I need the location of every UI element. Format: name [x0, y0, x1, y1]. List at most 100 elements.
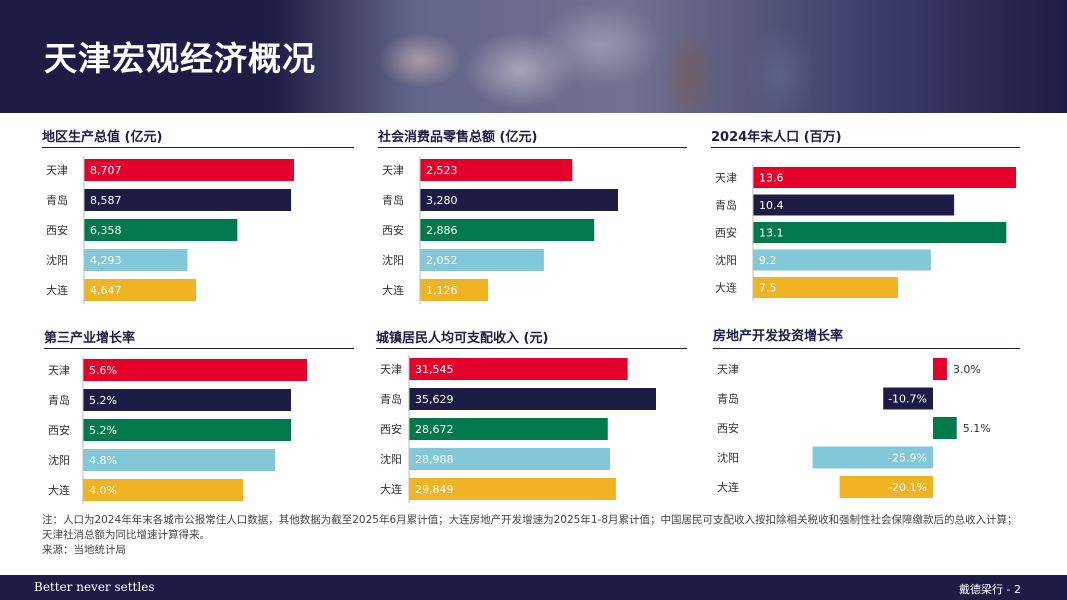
category-label: 西安 — [382, 223, 404, 237]
bar — [420, 249, 544, 271]
page-title: 天津宏观经济概况 — [44, 39, 316, 78]
category-label: 天津 — [717, 363, 739, 376]
data-label: 5.6% — [89, 364, 117, 377]
category-label: 青岛 — [380, 392, 402, 406]
bar — [84, 279, 197, 301]
chart-title: 房地产开发投资增长率 — [713, 329, 844, 344]
bar — [812, 446, 933, 469]
footnotes: 注：人口为2024年年末各城市公报常住人口数据，其他数据为截至2025年6月累计… — [42, 513, 1022, 558]
footer-bar: Better never settles 戴德梁行 - 2 — [0, 575, 1067, 600]
retail-sales-chart: 社会消费品零售总额 (亿元) 天津 2,523 青岛 3,280 西安 2,886 沈阳 2,… — [378, 126, 687, 306]
category-label: 青岛 — [48, 393, 70, 407]
category-label: 西安 — [46, 223, 68, 237]
bar — [839, 476, 933, 498]
footer-tagline: Better never settles — [34, 580, 155, 594]
data-label: 28,672 — [415, 423, 454, 436]
bar — [420, 159, 573, 181]
data-label: -20.1% — [888, 481, 927, 494]
data-label: 4,293 — [90, 254, 122, 267]
bar — [409, 418, 608, 440]
bar — [753, 277, 899, 298]
footnote-text: 注：人口为2024年年末各城市公报常住人口数据，其他数据为截至2025年6月累计… — [42, 514, 1018, 541]
category-label: 大连 — [48, 483, 70, 497]
category-label: 大连 — [382, 283, 404, 297]
category-label: 天津 — [382, 164, 404, 177]
chart-title-rule — [711, 147, 1020, 148]
category-label: 天津 — [380, 363, 402, 376]
bar — [420, 279, 488, 301]
chart-title: 城镇居民人均可支配收入 (元) — [376, 331, 549, 346]
data-label: 5.2% — [89, 394, 117, 407]
tertiary-growth-chart-plot: 天津 5.6% 青岛 5.2% 西安 5.2% 沈阳 4.8% 大连 4.0% — [48, 356, 307, 504]
chart-title: 地区生产总值 (亿元) — [42, 130, 163, 145]
page-number: 戴德梁行 - 2 — [959, 583, 1021, 596]
bar — [409, 358, 628, 380]
category-label: 大连 — [380, 482, 402, 496]
bar — [420, 219, 595, 241]
income-chart-plot: 天津 31,545 青岛 35,629 西安 28,672 沈阳 28,988 大连 29,849 — [380, 355, 656, 503]
data-label: 2,886 — [426, 224, 458, 237]
data-label: 3,280 — [426, 194, 458, 207]
header-photo — [270, 0, 1067, 113]
data-label: 5.1% — [963, 422, 991, 435]
data-label: 2,523 — [426, 164, 458, 177]
category-label: 天津 — [715, 172, 737, 185]
bar — [84, 189, 292, 211]
data-label: 7.5 — [759, 282, 777, 295]
bar — [933, 358, 947, 380]
bar — [753, 222, 1007, 243]
category-label: 沈阳 — [380, 452, 402, 466]
bar — [933, 417, 957, 439]
real-estate-investment-chart: 房地产开发投资增长率 天津 3.0% 青岛 -10.7% 西安 5.1% 沈阳 -25.9% 大… — [713, 325, 1020, 505]
bar — [83, 449, 275, 471]
data-label: 13.1 — [759, 227, 784, 240]
data-label: 13.6 — [759, 172, 784, 185]
bar — [83, 359, 307, 381]
source-text: 来源：当地统计局 — [42, 544, 126, 556]
bar — [409, 448, 610, 470]
bar — [83, 419, 291, 441]
category-label: 天津 — [46, 164, 68, 177]
bar — [409, 478, 616, 500]
chart-title-rule — [376, 348, 687, 349]
bar — [84, 159, 294, 181]
category-label: 沈阳 — [715, 253, 737, 267]
data-label: 28,988 — [415, 453, 454, 466]
data-label: 2,052 — [426, 254, 458, 267]
category-label: 沈阳 — [46, 253, 68, 267]
category-label: 大连 — [715, 281, 737, 295]
chart-title: 社会消费品零售总额 (亿元) — [378, 130, 538, 145]
data-label: 4,647 — [90, 284, 122, 297]
population-chart-plot: 天津 13.6 青岛 10.4 西安 13.1 沈阳 9.2 大连 7.5 — [715, 164, 1016, 301]
data-label: 8,707 — [90, 164, 122, 177]
data-label: 3.0% — [953, 363, 981, 376]
bar — [753, 167, 1016, 188]
category-label: 西安 — [715, 226, 737, 240]
retail-sales-chart-plot: 天津 2,523 青岛 3,280 西安 2,886 沈阳 2,052 大连 1,126 — [382, 156, 618, 304]
data-label: 4.0% — [89, 484, 117, 497]
chart-title: 第三产业增长率 — [44, 331, 136, 346]
category-label: 西安 — [380, 422, 402, 436]
chart-title-rule — [42, 147, 354, 148]
bar — [753, 249, 931, 271]
category-label: 沈阳 — [382, 253, 404, 267]
header-banner: 天津宏观经济概况 — [0, 0, 1067, 113]
category-label: 青岛 — [382, 193, 404, 207]
tertiary-growth-chart: 第三产业增长率 天津 5.6% 青岛 5.2% 西安 5.2% 沈阳 4.8% 大连 4.0% — [44, 327, 354, 507]
category-label: 天津 — [48, 364, 70, 377]
bar — [83, 479, 243, 501]
data-label: 1,126 — [426, 284, 458, 297]
category-label: 大连 — [717, 480, 739, 494]
gdp-chart-plot: 天津 8,707 青岛 8,587 西安 6,358 沈阳 4,293 大连 4,647 — [46, 156, 294, 304]
data-label: 31,545 — [415, 363, 454, 376]
data-label: 6,358 — [90, 224, 122, 237]
category-label: 大连 — [46, 283, 68, 297]
data-label: 35,629 — [415, 393, 454, 406]
data-label: 9.2 — [759, 254, 777, 267]
data-label: -25.9% — [888, 452, 927, 465]
bar — [83, 389, 291, 411]
bar — [84, 249, 188, 271]
category-label: 青岛 — [717, 392, 739, 406]
gdp-chart: 地区生产总值 (亿元) 天津 8,707 青岛 8,587 西安 6,358 沈阳 4,293… — [42, 126, 354, 306]
category-label: 西安 — [48, 423, 70, 437]
